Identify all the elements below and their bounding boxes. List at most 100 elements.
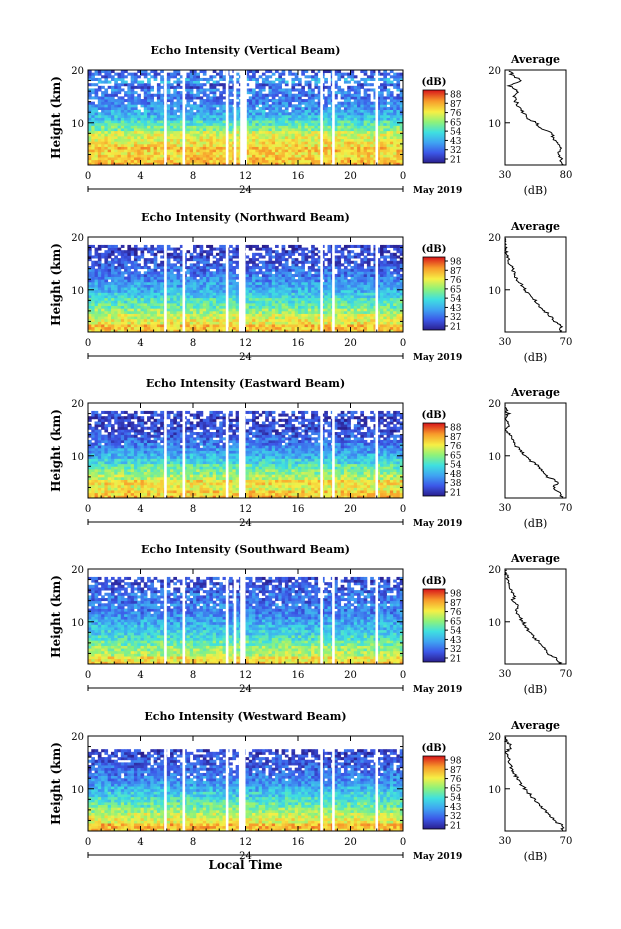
heatmap-cell bbox=[124, 329, 128, 333]
heatmap-cell bbox=[235, 141, 240, 145]
heatmap-cell bbox=[258, 133, 263, 137]
heatmap-cell bbox=[261, 130, 266, 134]
heatmap-cell bbox=[206, 313, 210, 317]
heatmap-cell bbox=[281, 284, 286, 288]
heatmap-cell bbox=[327, 120, 332, 124]
x-tick-label: 0 bbox=[400, 171, 406, 182]
heatmap-cell bbox=[173, 329, 177, 333]
heatmap-cell bbox=[258, 146, 263, 150]
heatmap-cell bbox=[396, 292, 401, 296]
heatmap-cell bbox=[245, 281, 250, 285]
heatmap-cell bbox=[337, 75, 342, 79]
heatmap-cell bbox=[104, 157, 109, 161]
heatmap-cell bbox=[314, 141, 319, 145]
heatmap-cell bbox=[179, 143, 184, 147]
heatmap-cell bbox=[130, 295, 135, 299]
heatmap-cell bbox=[176, 305, 181, 309]
heatmap-cell bbox=[252, 159, 256, 163]
heatmap-cell bbox=[143, 141, 148, 145]
heatmap-cell bbox=[370, 292, 374, 296]
heatmap-cell bbox=[176, 313, 181, 317]
heatmap-cell bbox=[101, 154, 105, 158]
heatmap-cell bbox=[317, 305, 322, 309]
heatmap-cell bbox=[376, 154, 381, 158]
heatmap-cell bbox=[170, 149, 174, 153]
heatmap-cell bbox=[284, 326, 289, 330]
heatmap-cell bbox=[166, 141, 171, 145]
heatmap-cell bbox=[209, 159, 214, 163]
heatmap-cell bbox=[117, 130, 122, 134]
heatmap-cell bbox=[370, 72, 374, 76]
heatmap-cell bbox=[252, 318, 256, 322]
heatmap-cell bbox=[94, 159, 99, 163]
heatmap-cell bbox=[334, 297, 338, 301]
heatmap-cell bbox=[298, 96, 302, 100]
heatmap-cell bbox=[101, 151, 105, 155]
heatmap-cell bbox=[107, 106, 112, 110]
heatmap-cell bbox=[120, 149, 125, 153]
heatmap-cell bbox=[222, 104, 227, 108]
heatmap-cell bbox=[386, 114, 391, 118]
heatmap-cell bbox=[94, 287, 99, 291]
heatmap-cell bbox=[196, 162, 200, 166]
heatmap-cell bbox=[150, 101, 155, 105]
heatmap-cell bbox=[206, 316, 210, 320]
heatmap-cell bbox=[88, 324, 92, 328]
heatmap-cell bbox=[271, 308, 276, 312]
colorbar-label: 76 bbox=[450, 109, 462, 119]
heatmap-cell bbox=[268, 321, 273, 325]
heatmap-cell bbox=[97, 318, 102, 322]
heatmap-cell bbox=[245, 287, 250, 291]
heatmap-cell bbox=[245, 112, 250, 116]
heatmap-cell bbox=[311, 77, 315, 81]
heatmap-cell bbox=[150, 122, 155, 126]
heatmap-cell bbox=[275, 159, 279, 163]
heatmap-cell bbox=[127, 308, 132, 312]
heatmap-cell bbox=[327, 321, 332, 325]
heatmap-cell bbox=[245, 120, 250, 124]
heatmap-cell bbox=[133, 104, 138, 108]
heatmap-cell bbox=[229, 133, 233, 137]
heatmap-cell bbox=[248, 313, 253, 317]
heatmap-cell bbox=[353, 162, 358, 166]
heatmap-cell bbox=[140, 159, 145, 163]
heatmap-cell bbox=[383, 114, 387, 118]
heatmap-cell bbox=[166, 157, 171, 161]
heatmap-cell bbox=[284, 302, 289, 307]
heatmap-cell bbox=[268, 162, 273, 166]
heatmap-cell bbox=[202, 112, 207, 116]
heatmap-cell bbox=[88, 284, 92, 288]
heatmap-cell bbox=[110, 91, 115, 95]
heatmap-cell bbox=[212, 88, 217, 92]
heatmap-cell bbox=[343, 141, 348, 145]
heatmap-cell bbox=[301, 284, 305, 288]
heatmap-cell bbox=[235, 72, 240, 76]
heatmap-cell bbox=[91, 149, 95, 153]
heatmap-cell bbox=[202, 149, 207, 153]
heatmap-cell bbox=[110, 112, 115, 116]
heatmap-cell bbox=[215, 125, 220, 129]
heatmap-cell bbox=[327, 141, 332, 145]
heatmap-cell bbox=[268, 289, 273, 293]
heatmap-cell bbox=[363, 329, 368, 333]
heatmap-cell bbox=[317, 104, 322, 108]
heatmap-cell bbox=[215, 157, 220, 161]
heatmap-cell bbox=[137, 85, 141, 89]
heatmap-cell bbox=[334, 135, 338, 140]
heatmap-cell bbox=[386, 143, 391, 147]
heatmap-cell bbox=[193, 157, 197, 161]
heatmap-cell bbox=[235, 135, 240, 140]
heatmap-cell bbox=[104, 128, 109, 132]
heatmap-cell bbox=[117, 135, 122, 140]
heatmap-cell bbox=[376, 143, 381, 147]
heatmap-cell bbox=[101, 141, 105, 145]
heatmap-cell bbox=[186, 308, 191, 312]
heatmap-cell bbox=[373, 154, 378, 158]
heatmap-cell bbox=[281, 93, 286, 97]
heatmap-cell bbox=[271, 318, 276, 322]
heatmap-cell bbox=[268, 297, 273, 301]
heatmap-cell bbox=[147, 295, 151, 299]
heatmap-cell bbox=[288, 130, 292, 134]
heatmap-cell bbox=[314, 313, 319, 317]
heatmap-cell bbox=[278, 295, 282, 299]
